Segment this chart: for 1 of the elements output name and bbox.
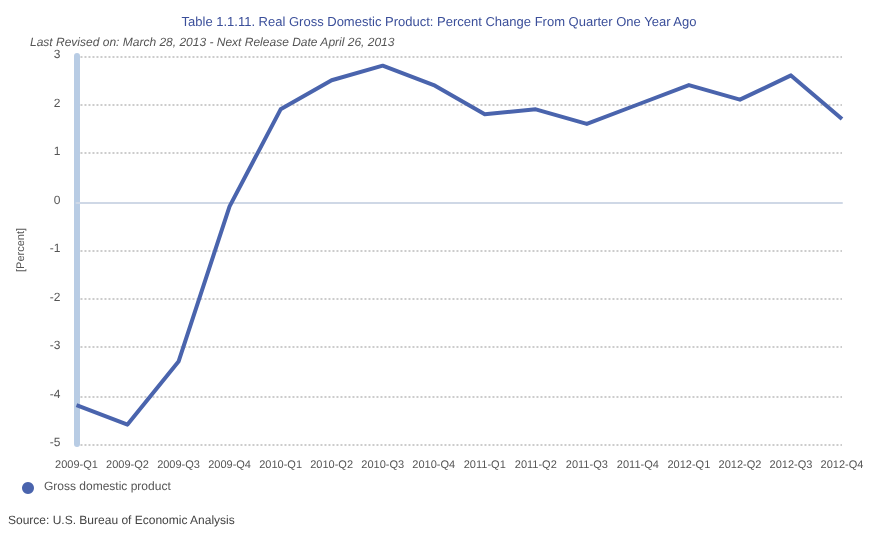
line-series xyxy=(74,63,844,427)
